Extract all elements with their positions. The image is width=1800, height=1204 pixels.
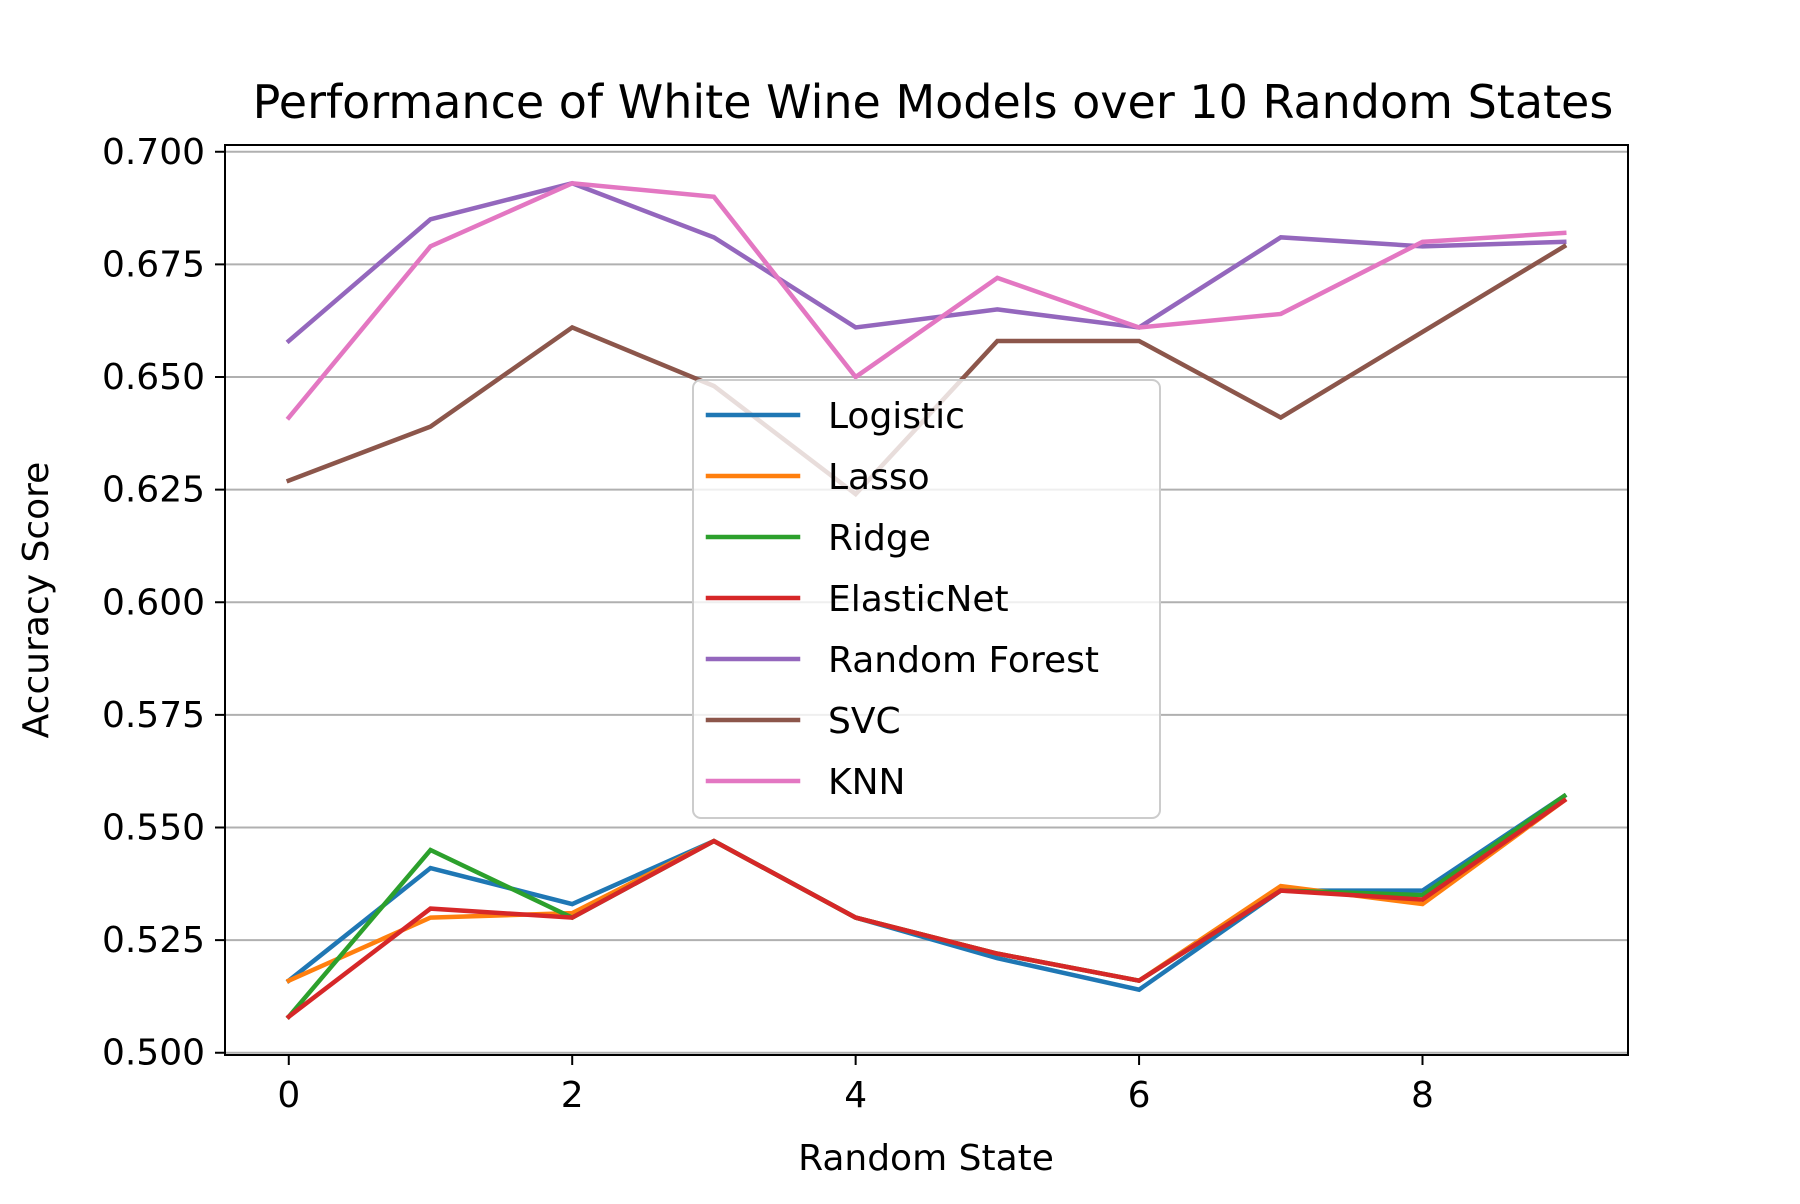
series-line-random-forest [285, 180, 1567, 345]
legend-label-lasso: Lasso [828, 457, 930, 498]
series-lines [285, 180, 1568, 1020]
x-tick-label-3: 6 [1128, 1075, 1151, 1116]
x-tick-label-1: 2 [561, 1075, 584, 1116]
legend-label-logistic: Logistic [828, 396, 965, 437]
grid-lines [225, 150, 1628, 1054]
y-tick-label-3: 0.575 [102, 695, 205, 736]
legend-label-knn: KNN [828, 762, 905, 803]
y-tick-label-6: 0.650 [102, 357, 205, 398]
x-axis-label: Random State [798, 1138, 1054, 1179]
series-line-elasticnet [285, 797, 1568, 1020]
x-tick-label-0: 0 [277, 1075, 300, 1116]
legend-box [692, 379, 1161, 819]
y-tick-label-1: 0.525 [102, 920, 205, 961]
y-axis-label: Accuracy Score [16, 462, 57, 739]
y-tick-label-5: 0.625 [102, 470, 205, 511]
legend-label-ridge: Ridge [828, 518, 931, 559]
plot-frame [224, 144, 1629, 1056]
chart-title: Performance of White Wine Models over 10… [253, 75, 1614, 129]
y-tick-label-0: 0.500 [102, 1033, 205, 1074]
y-tick-label-7: 0.675 [102, 244, 205, 285]
legend-label-svc: SVC [828, 701, 901, 742]
y-tick-label-2: 0.550 [102, 808, 205, 849]
series-line-knn [285, 180, 1567, 421]
x-axis: 0 2 4 6 8 [277, 1055, 1434, 1116]
legend-label-random-forest: Random Forest [828, 640, 1099, 681]
y-axis: 0.500 0.525 0.550 0.575 0.600 0.625 0.650 0.675… [102, 132, 225, 1074]
y-tick-label-8: 0.700 [102, 132, 205, 173]
y-tick-label-4: 0.600 [102, 582, 205, 623]
legend: Logistic Lasso Ridge ElasticNet Random Fores… [692, 379, 1161, 819]
legend-label-elasticnet: ElasticNet [828, 579, 1009, 620]
x-tick-label-4: 8 [1411, 1075, 1434, 1116]
x-tick-label-2: 4 [844, 1075, 867, 1116]
